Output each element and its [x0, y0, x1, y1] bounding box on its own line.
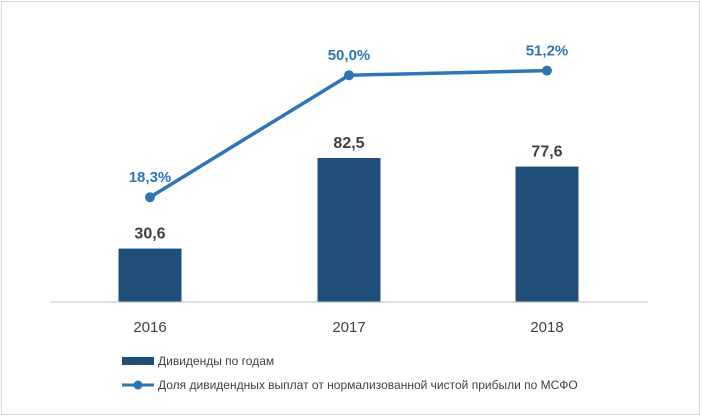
legend-swatch-marker: [133, 380, 143, 390]
line-point-2018: [542, 65, 552, 76]
line-point-2017: [344, 70, 354, 81]
x-tick-label-2017: 2017: [332, 319, 365, 336]
x-tick-layer: 2016 2017 2018: [133, 319, 563, 336]
line-layer: [145, 65, 552, 203]
bar-value-label-2018: 77,6: [531, 144, 562, 161]
legend-swatch-bar: [122, 357, 154, 365]
x-tick-label-2018: 2018: [530, 319, 563, 336]
bar-value-label-2017: 82,5: [333, 135, 364, 152]
labels-layer: 30,6 82,5 77,6 18,3% 50,0% 51,2%: [129, 43, 569, 243]
legend-label-bar: Дивиденды по годам: [158, 354, 274, 368]
bar-2016: [118, 248, 182, 302]
line-point-2016: [145, 192, 155, 203]
x-tick-label-2016: 2016: [133, 319, 166, 336]
bars-layer: [118, 158, 579, 302]
bar-2018: [515, 166, 579, 302]
line-value-label-2017: 50,0%: [328, 47, 371, 64]
bar-2017: [317, 158, 381, 302]
line-value-label-2016: 18,3%: [129, 169, 172, 186]
line-value-label-2018: 51,2%: [526, 43, 569, 60]
bar-value-label-2016: 30,6: [134, 226, 165, 243]
legend-label-line: Доля дивидендных выплат от нормализованн…: [158, 378, 578, 392]
legend: Дивиденды по годам Доля дивидендных выпл…: [122, 354, 578, 392]
